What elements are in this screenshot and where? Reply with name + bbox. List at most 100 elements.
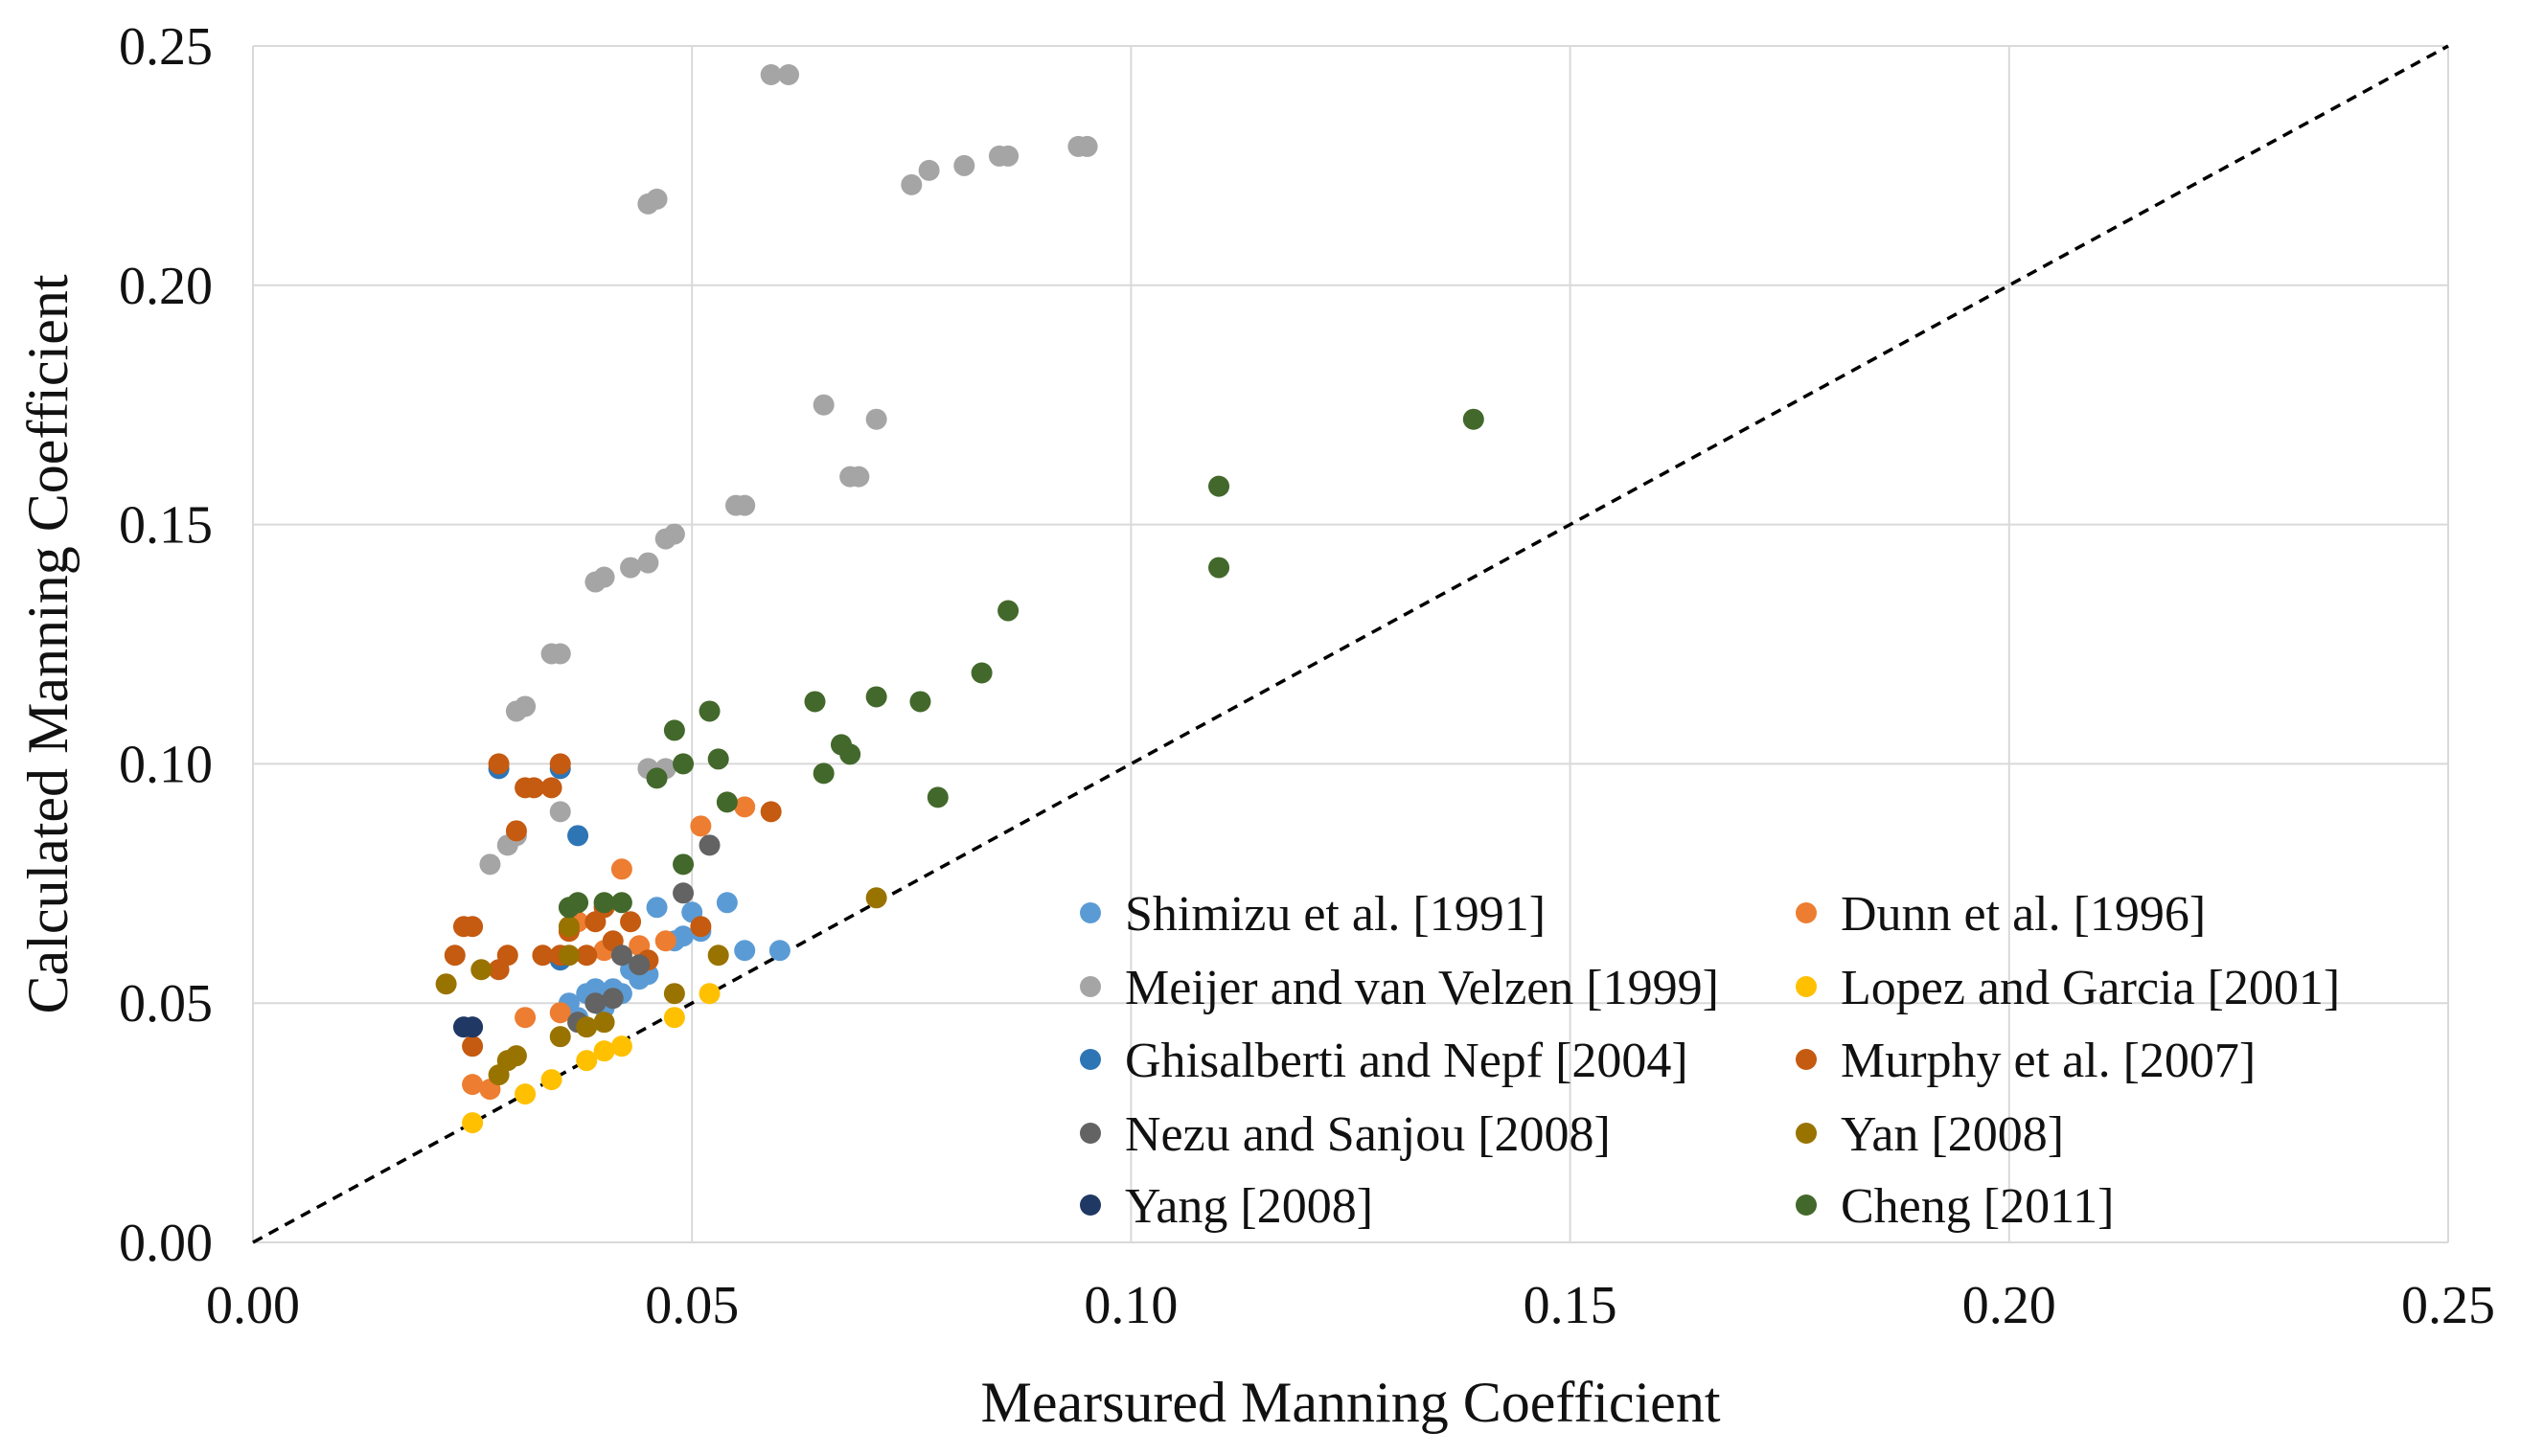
data-point (646, 767, 668, 789)
legend-marker (1796, 1194, 1817, 1216)
data-point (1208, 557, 1230, 579)
data-point (610, 892, 632, 914)
data-point (663, 719, 685, 741)
data-point (462, 1016, 484, 1038)
data-point (953, 154, 975, 176)
legend-item: Yang [2008] (1080, 1179, 1373, 1234)
data-point (610, 1035, 632, 1058)
data-point (637, 552, 659, 574)
data-point (707, 944, 729, 967)
data-point (549, 1002, 571, 1024)
series-7 (435, 887, 887, 1086)
legend-label: Ghisalberti and Nepf [2004] (1125, 1034, 1688, 1088)
legend-marker (1080, 1123, 1101, 1144)
legend-item: Ghisalberti and Nepf [2004] (1080, 1034, 1688, 1088)
data-point (673, 925, 695, 947)
legend-marker (1796, 902, 1817, 923)
data-point (813, 762, 835, 785)
legend-label: Cheng [2011] (1841, 1179, 2114, 1234)
data-point (435, 973, 457, 995)
data-point (909, 691, 931, 713)
series-8 (452, 1016, 484, 1038)
data-point (734, 940, 756, 962)
data-point (690, 916, 712, 938)
data-point (576, 944, 598, 967)
data-point (576, 1050, 598, 1072)
data-point (865, 686, 887, 708)
y-tick-label: 0.10 (119, 735, 213, 794)
data-point (462, 1035, 484, 1058)
y-tick-label: 0.20 (119, 257, 213, 316)
data-point (558, 916, 580, 938)
data-point (549, 1026, 571, 1048)
data-point (462, 916, 484, 938)
data-point (444, 944, 466, 967)
data-point (505, 820, 527, 842)
y-tick-label: 0.15 (119, 496, 213, 556)
legend-item: Nezu and Sanjou [2008] (1080, 1107, 1611, 1162)
legend-item: Dunn et al. [1996] (1796, 887, 2206, 942)
data-point (699, 834, 721, 856)
data-point (1462, 408, 1484, 430)
data-point (690, 815, 712, 837)
data-point (532, 944, 554, 967)
data-point (593, 892, 615, 914)
x-tick-label: 0.10 (1084, 1276, 1178, 1335)
data-point (654, 930, 676, 952)
data-point (865, 887, 887, 909)
tick-labels: 0.00 0.05 0.10 0.15 0.20 0.25 0.00 0.05 0.10 0.15… (119, 17, 2495, 1335)
data-point (496, 944, 518, 967)
legend: Shimizu et al. [1991] Dunn et al. [1996] M… (1080, 887, 2340, 1234)
data-point (716, 791, 738, 813)
legend-label: Murphy et al. [2007] (1841, 1034, 2256, 1088)
data-point (505, 1045, 527, 1067)
y-tick-label: 0.00 (119, 1214, 213, 1273)
legend-marker (1796, 976, 1817, 997)
data-point (646, 897, 668, 919)
data-point (540, 1069, 562, 1091)
x-tick-label: 0.15 (1524, 1276, 1617, 1335)
data-point (558, 944, 580, 967)
data-point (620, 911, 642, 933)
data-point (629, 954, 651, 976)
data-point (901, 173, 923, 195)
legend-label: Shimizu et al. [1991] (1125, 887, 1546, 942)
legend-label: Yan [2008] (1841, 1107, 2064, 1162)
data-point (971, 662, 993, 684)
data-point (646, 188, 668, 210)
data-point (584, 992, 607, 1014)
data-point (734, 796, 756, 818)
data-point (567, 892, 589, 914)
legend-item: Cheng [2011] (1796, 1179, 2114, 1234)
data-point (848, 466, 870, 488)
data-point (768, 940, 791, 962)
legend-item: Murphy et al. [2007] (1796, 1034, 2256, 1088)
data-point (673, 853, 695, 876)
data-point (470, 959, 493, 981)
data-point (549, 753, 571, 775)
data-point (813, 394, 835, 416)
data-point (997, 145, 1020, 167)
legend-marker (1796, 1049, 1817, 1070)
data-point (663, 523, 685, 545)
data-point (673, 753, 695, 775)
data-point (540, 777, 562, 799)
data-point (602, 988, 624, 1010)
y-axis-title: Calculated Manning Coefficient (16, 274, 80, 1013)
x-tick-label: 0.05 (645, 1276, 739, 1335)
legend-item: Shimizu et al. [1991] (1080, 887, 1546, 942)
data-point (997, 600, 1020, 622)
legend-marker (1796, 1123, 1817, 1144)
data-point (620, 557, 642, 579)
data-point (567, 825, 589, 847)
legend-label: Nezu and Sanjou [2008] (1125, 1107, 1611, 1162)
reference-line-group (252, 44, 2449, 1244)
data-point (927, 786, 949, 808)
series-2 (479, 63, 1098, 876)
x-tick-label: 0.20 (1962, 1276, 2056, 1335)
x-tick-label: 0.00 (206, 1276, 300, 1335)
series-5 (444, 753, 782, 1058)
data-points (435, 63, 1484, 1134)
